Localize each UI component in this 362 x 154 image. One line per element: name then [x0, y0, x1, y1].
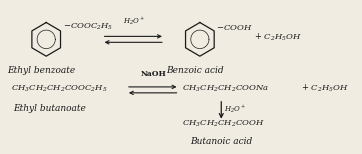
- Text: $\mathregular{CH_3CH_2CH_2COOC_2H_5}$: $\mathregular{CH_3CH_2CH_2COOC_2H_5}$: [11, 84, 108, 94]
- Text: Benzoic acid: Benzoic acid: [166, 66, 224, 75]
- Text: $\mathregular{CH_3CH_2CH_2COOH}$: $\mathregular{CH_3CH_2CH_2COOH}$: [182, 118, 265, 129]
- Text: $\mathregular{-COOC_2H_5}$: $\mathregular{-COOC_2H_5}$: [63, 22, 113, 32]
- Text: Ethyl benzoate: Ethyl benzoate: [7, 66, 75, 75]
- Text: $+\ \mathregular{C_2H_5OH}$: $+\ \mathregular{C_2H_5OH}$: [301, 83, 349, 95]
- Text: $\mathregular{-COOH}$: $\mathregular{-COOH}$: [216, 23, 253, 32]
- Text: Ethyl butanoate: Ethyl butanoate: [13, 104, 86, 113]
- Text: $\mathregular{CH_3CH_2CH_2COONa}$: $\mathregular{CH_3CH_2CH_2COONa}$: [182, 84, 269, 94]
- Text: Butanoic acid: Butanoic acid: [190, 138, 252, 146]
- Text: NaOH: NaOH: [140, 70, 166, 78]
- Text: $\mathregular{H_2O^+}$: $\mathregular{H_2O^+}$: [224, 104, 246, 116]
- Text: $+\ \mathregular{C_2H_5OH}$: $+\ \mathregular{C_2H_5OH}$: [254, 32, 302, 43]
- Text: $\mathregular{H_2O^+}$: $\mathregular{H_2O^+}$: [123, 16, 145, 27]
